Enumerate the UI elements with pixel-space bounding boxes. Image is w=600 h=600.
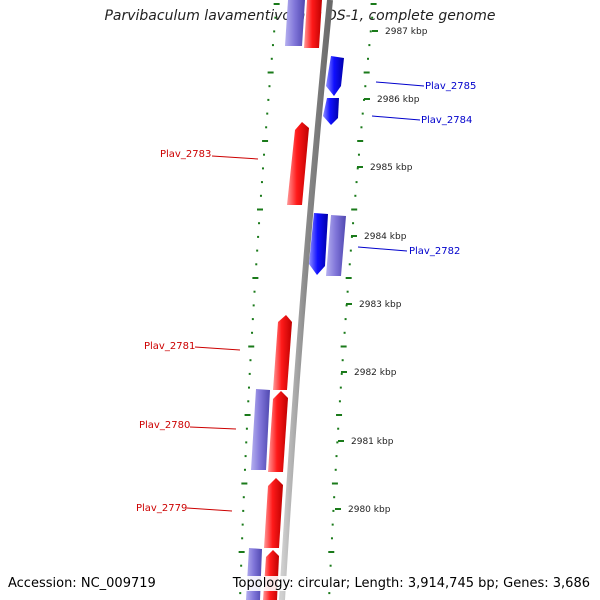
tick-label: 2986 kbp [377, 95, 420, 105]
tick-rings [238, 3, 377, 595]
gene-feature-plav-2781 [273, 315, 292, 390]
genes-label: Genes: [503, 576, 549, 591]
genes-value: 3,686 [552, 576, 590, 591]
gene-feature [304, 0, 322, 48]
topology-label: Topology: [232, 576, 294, 591]
tick-label: 2981 kbp [351, 437, 394, 447]
gene-label-plav-2779: Plav_2779 [136, 503, 187, 514]
tick-label: 2984 kbp [364, 232, 407, 242]
tick-label: 2985 kbp [370, 163, 413, 173]
gene-features [246, 0, 346, 600]
tick-labels: 2987 kbp 2986 kbp 2985 kbp 2984 kbp 2983… [348, 27, 428, 515]
genome-summary: Topology: circular; Length: 3,914,745 bp… [232, 576, 590, 591]
gene-label-plav-2781: Plav_2781 [144, 341, 195, 352]
gene-feature [251, 389, 270, 470]
gene-label-plav-2780: Plav_2780 [139, 420, 190, 431]
gene-feature [285, 0, 305, 46]
gene-label-plav-2785: Plav_2785 [425, 81, 476, 92]
length-value: 3,914,745 bp [407, 576, 495, 591]
gene-annotations: Plav_2785 Plav_2784 Plav_2783 Plav_2782 … [136, 81, 476, 514]
major-ticks [335, 30, 378, 510]
accession-label: Accession: [8, 576, 77, 591]
gene-feature [263, 550, 279, 600]
length-label: Length: [354, 576, 404, 591]
gene-feature-plav-2779 [264, 478, 283, 548]
tick-label: 2987 kbp [385, 27, 428, 37]
gene-feature [326, 215, 346, 276]
gene-feature-plav-2785 [326, 56, 344, 96]
accession-value: NC_009719 [80, 576, 156, 591]
gene-feature-plav-2783 [287, 122, 309, 205]
tick-label: 2982 kbp [354, 368, 397, 378]
tick-label: 2983 kbp [359, 300, 402, 310]
gene-label-plav-2782: Plav_2782 [409, 246, 460, 257]
gene-feature-plav-2782 [309, 213, 328, 275]
genome-backbone [279, 0, 333, 600]
gene-feature-plav-2780 [268, 391, 288, 472]
gene-label-plav-2784: Plav_2784 [421, 115, 472, 126]
gene-feature [246, 548, 262, 600]
gene-feature-plav-2784 [323, 98, 339, 125]
tick-label: 2980 kbp [348, 505, 391, 515]
accession-info: Accession: NC_009719 [8, 576, 156, 591]
gene-label-plav-2783: Plav_2783 [160, 149, 211, 160]
topology-value: circular [297, 576, 346, 591]
